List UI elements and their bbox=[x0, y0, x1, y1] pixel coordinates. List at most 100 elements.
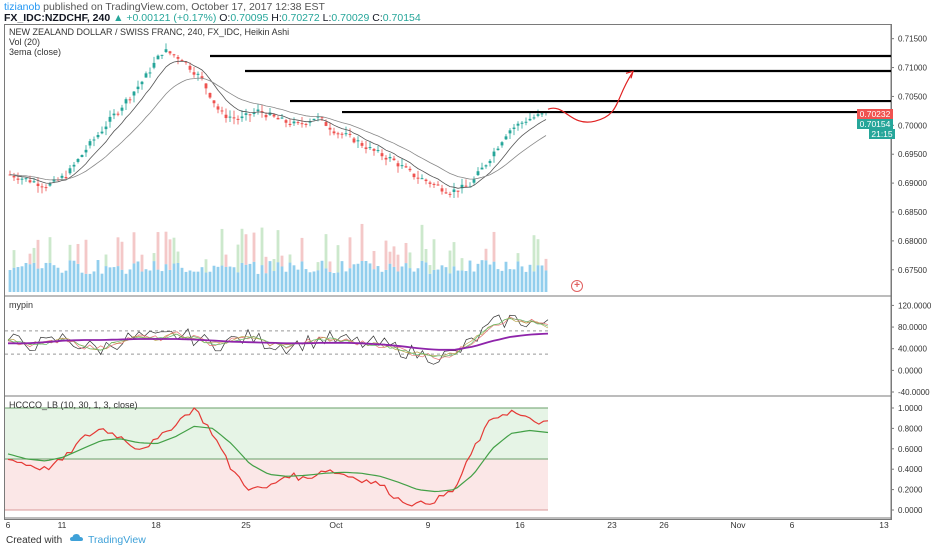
volume-bar bbox=[52, 265, 56, 292]
candle-body bbox=[452, 189, 456, 192]
candle-body bbox=[264, 114, 268, 118]
candle-body bbox=[436, 184, 440, 186]
candle-body bbox=[356, 140, 360, 142]
time-tick-label: 18 bbox=[151, 520, 161, 530]
volume-bar bbox=[328, 261, 332, 272]
hccco-lower-zone bbox=[5, 459, 548, 510]
candle-body bbox=[300, 123, 304, 125]
volume-bar bbox=[96, 260, 100, 292]
candle-body bbox=[100, 131, 104, 134]
price-tick-label: 0.69500 bbox=[898, 150, 927, 159]
volume-bar bbox=[12, 250, 16, 268]
volume-bar bbox=[148, 270, 152, 292]
volume-bar bbox=[36, 239, 40, 269]
close-label: C: bbox=[372, 12, 383, 24]
candle-body bbox=[380, 153, 384, 157]
candle-body bbox=[76, 159, 80, 162]
volume-bar bbox=[448, 250, 452, 274]
candle-body bbox=[440, 188, 444, 192]
volume-bar bbox=[180, 267, 184, 292]
volume-bar bbox=[252, 232, 256, 262]
volume-bar bbox=[424, 249, 428, 263]
volume-bar bbox=[480, 260, 484, 292]
volume-bar bbox=[228, 266, 232, 292]
volume-bar bbox=[28, 253, 32, 265]
volume-bar bbox=[288, 254, 292, 263]
volume-bar bbox=[116, 237, 120, 267]
volume-bar bbox=[408, 252, 412, 269]
volume-bar bbox=[92, 271, 96, 292]
volume-bar bbox=[68, 244, 72, 261]
volume-bar bbox=[396, 271, 400, 292]
volume-bar bbox=[500, 270, 504, 292]
candle-body bbox=[400, 165, 404, 167]
volume-bar bbox=[384, 240, 388, 270]
candle-body bbox=[48, 183, 52, 186]
volume-bar bbox=[488, 264, 492, 292]
candle-body bbox=[392, 158, 396, 161]
candle-body bbox=[72, 164, 76, 167]
candle-body bbox=[92, 139, 96, 141]
volume-bar bbox=[448, 273, 452, 292]
volume-bar bbox=[104, 266, 108, 292]
candle-body bbox=[388, 157, 392, 159]
high-value: 0.70272 bbox=[281, 12, 320, 24]
volume-bar bbox=[260, 265, 264, 292]
volume-bar bbox=[392, 266, 396, 292]
time-tick-label: 26 bbox=[659, 520, 669, 530]
tradingview-brand[interactable]: TradingView bbox=[88, 534, 146, 546]
price-axis-ticks[interactable]: 0.71500 0.71000 0.70500 0.70000 0.69500 0.690… bbox=[891, 35, 932, 515]
volume-bar bbox=[396, 254, 400, 272]
candle-body bbox=[176, 57, 180, 59]
price-tick-label: 0.70500 bbox=[898, 92, 927, 101]
volume-bar bbox=[444, 267, 448, 292]
volume-bar bbox=[440, 265, 444, 292]
candle-body bbox=[328, 127, 332, 130]
volume-bar bbox=[420, 260, 424, 292]
volume-bar bbox=[524, 271, 528, 292]
volume-bar bbox=[412, 271, 416, 292]
mypin-red-line bbox=[7, 316, 549, 360]
candle-body bbox=[116, 113, 120, 115]
volume-bar bbox=[192, 271, 196, 292]
volume-bar bbox=[508, 269, 512, 292]
volume-bar bbox=[380, 271, 384, 292]
volume-bar bbox=[140, 254, 144, 272]
candle-body bbox=[288, 123, 292, 126]
projection-arrow[interactable] bbox=[547, 70, 634, 123]
low-value: 0.70029 bbox=[331, 12, 370, 24]
mypin-tick-label: 80.0000 bbox=[898, 323, 927, 332]
volume-bar bbox=[392, 246, 396, 267]
add-alert-button[interactable]: + bbox=[571, 280, 583, 292]
candle-body bbox=[244, 113, 248, 115]
candle-body bbox=[280, 117, 284, 119]
ema-line bbox=[9, 77, 547, 181]
volume-bars bbox=[8, 223, 548, 292]
author-link[interactable]: tizianob bbox=[4, 1, 41, 13]
candle-body bbox=[340, 133, 344, 135]
sr-lines[interactable] bbox=[210, 54, 891, 114]
volume-bar bbox=[416, 268, 420, 292]
volume-bar bbox=[276, 262, 280, 292]
volume-bar bbox=[284, 271, 288, 292]
candle-body bbox=[212, 100, 216, 104]
time-tick-label: 16 bbox=[515, 520, 525, 530]
price-tick-label: 0.69000 bbox=[898, 179, 927, 188]
volume-bar bbox=[64, 270, 68, 292]
volume-bar bbox=[384, 269, 388, 292]
candle-body bbox=[68, 168, 72, 174]
time-axis-ticks[interactable]: 6 11 18 25 Oct 9 16 23 26 Nov 6 13 bbox=[6, 520, 889, 530]
candle-body bbox=[368, 147, 372, 149]
volume-bar bbox=[28, 264, 32, 292]
candle-body bbox=[484, 165, 488, 167]
volume-bar bbox=[128, 269, 132, 292]
volume-bar bbox=[404, 263, 408, 292]
candle-body bbox=[204, 83, 208, 89]
open-label: O: bbox=[219, 12, 231, 24]
candle-body bbox=[504, 136, 508, 140]
volume-bar bbox=[292, 265, 296, 292]
hccco-tick-label: 0.2000 bbox=[898, 486, 923, 495]
candle-body bbox=[236, 118, 240, 120]
volume-bar bbox=[140, 271, 144, 292]
